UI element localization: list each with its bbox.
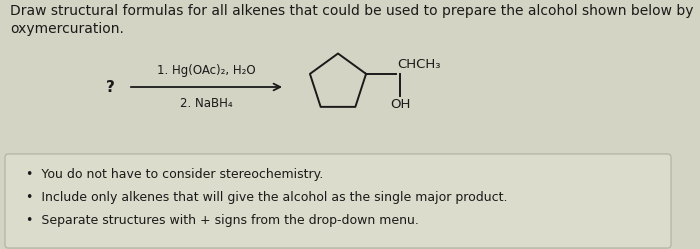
Text: •  Separate structures with + signs from the drop-down menu.: • Separate structures with + signs from …: [26, 214, 419, 227]
Text: ?: ?: [106, 79, 114, 95]
Text: 2. NaBH₄: 2. NaBH₄: [180, 97, 233, 110]
Text: CHCH₃: CHCH₃: [397, 58, 440, 71]
Text: •  Include only alkenes that will give the alcohol as the single major product.: • Include only alkenes that will give th…: [26, 191, 507, 204]
Text: 1. Hg(OAc)₂, H₂O: 1. Hg(OAc)₂, H₂O: [158, 64, 256, 77]
Text: OH: OH: [390, 98, 410, 111]
Text: •  You do not have to consider stereochemistry.: • You do not have to consider stereochem…: [26, 168, 323, 181]
FancyBboxPatch shape: [5, 154, 671, 248]
Text: Draw structural formulas for all alkenes that could be used to prepare the alcoh: Draw structural formulas for all alkenes…: [10, 4, 694, 36]
